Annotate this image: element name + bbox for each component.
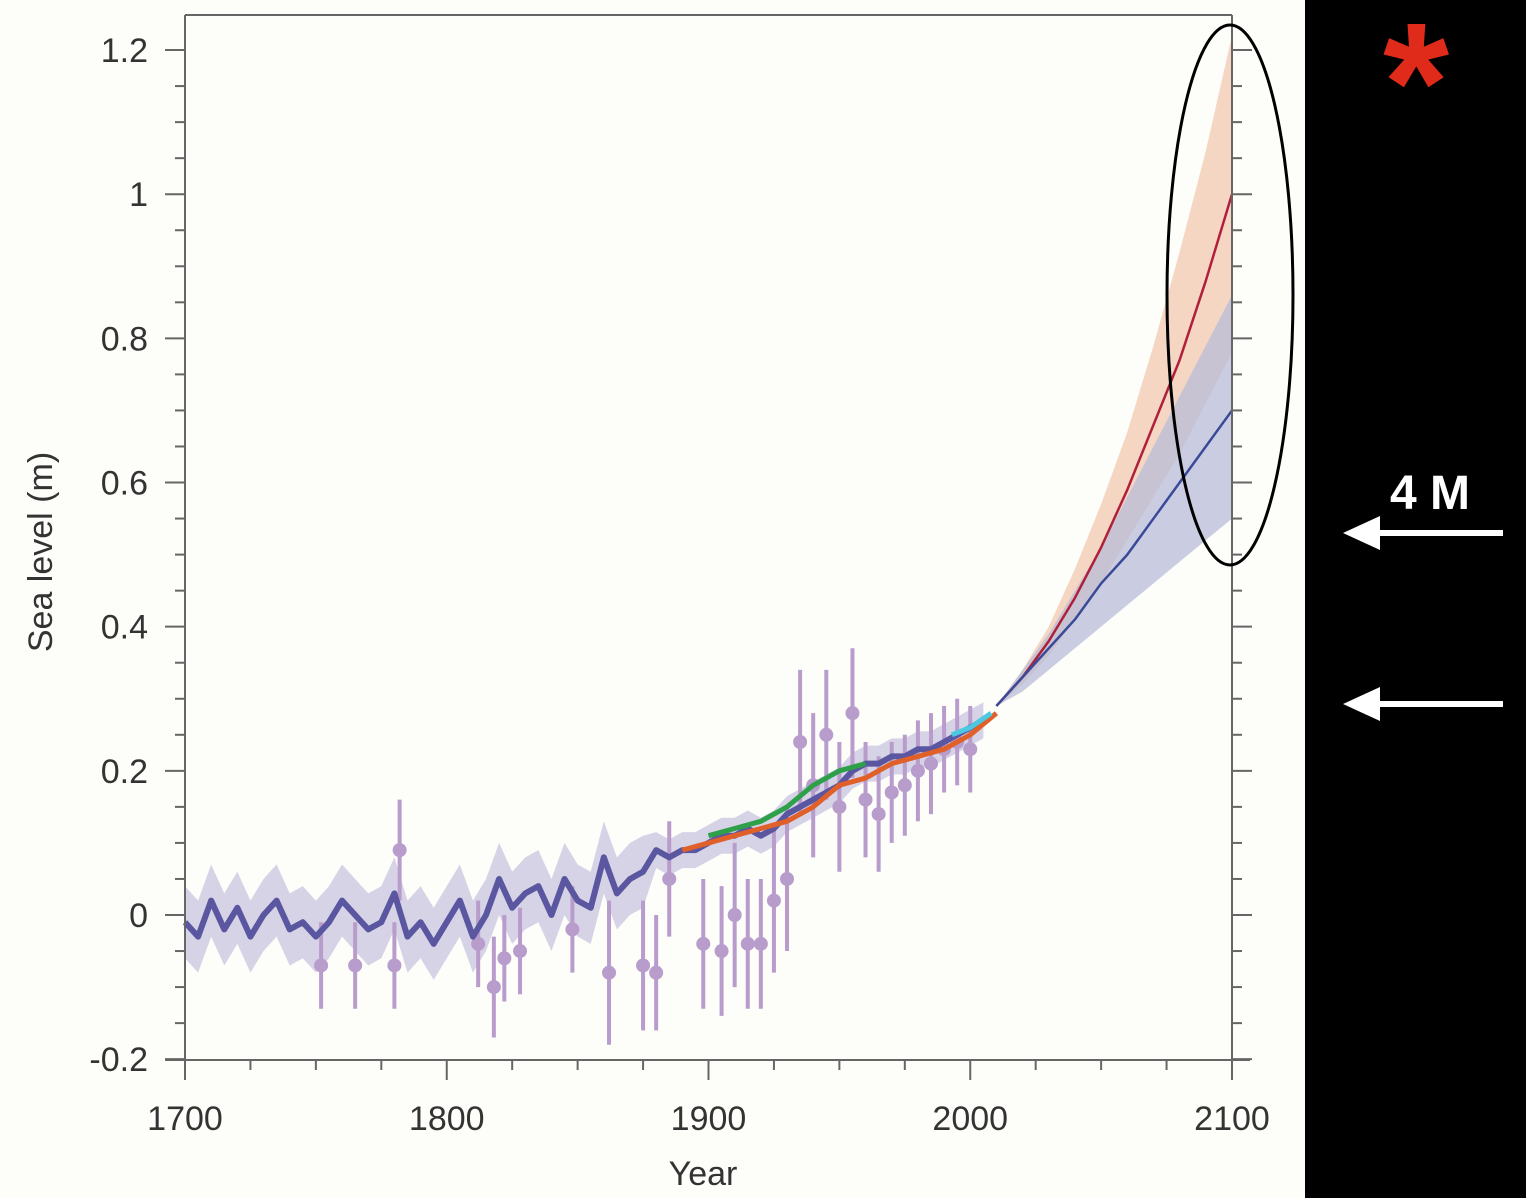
y-tick-label: 0.8 (101, 320, 148, 358)
tide-gauge-point (636, 958, 651, 973)
tide-gauge-point (602, 965, 617, 980)
tide-gauge-point (871, 807, 886, 822)
tide-gauge-point (845, 706, 860, 721)
series-line-1 (707, 761, 867, 839)
red-asterisk: * (1383, 0, 1450, 178)
tide-gauge-point (649, 965, 664, 980)
annotation-panel: * 4 M (1305, 0, 1526, 1198)
tide-gauge-point (897, 778, 912, 793)
uncertainty-bands (185, 35, 1232, 980)
x-axis-title: Year (669, 1155, 738, 1193)
series-line-2 (681, 711, 999, 853)
x-tick-label: 1800 (409, 1100, 485, 1138)
tide-gauge-point (963, 742, 978, 757)
tide-gauge-points (314, 648, 978, 1045)
left-arrow-icon (1343, 687, 1503, 721)
left-arrow-icon (1343, 516, 1503, 550)
tide-gauge-point (910, 763, 925, 778)
tide-gauge-point (714, 944, 729, 959)
y-tick-label: 0.6 (101, 465, 148, 503)
series-line-3 (951, 711, 993, 738)
tide-gauge-point (766, 893, 781, 908)
tide-gauge-point (348, 958, 363, 973)
tide-gauge-point (858, 792, 873, 807)
tide-gauge-point (513, 944, 528, 959)
tide-gauge-point (565, 922, 580, 937)
x-tick-label: 2000 (932, 1100, 1008, 1138)
tide-gauge-point (727, 908, 742, 922)
tide-gauge-point (497, 951, 512, 966)
uncertainty-band-4 (996, 35, 1232, 706)
tide-gauge-point (392, 843, 407, 858)
y-tick-label: 1 (129, 176, 148, 214)
tide-gauge-point (486, 980, 501, 995)
tide-gauge-point (662, 871, 677, 886)
highlight-ellipse (1165, 23, 1295, 567)
tide-gauge-point (387, 958, 402, 973)
x-tick-label: 2100 (1194, 1100, 1270, 1138)
y-tick-label: 1.2 (101, 32, 148, 70)
tide-gauge-point (819, 727, 834, 742)
y-tick-label: 0 (129, 897, 148, 935)
y-tick-label: -0.2 (89, 1041, 148, 1079)
axes: -0.2 0 0.2 0.4 0.6 0.8 1 1.2 1700 1800 1900 2000 210… (89, 14, 1270, 1138)
tide-gauge-point (753, 936, 768, 951)
series-line-4 (995, 193, 1234, 707)
x-tick-label: 1700 (147, 1100, 223, 1138)
tide-gauge-point (314, 958, 329, 973)
tide-gauge-point (780, 871, 795, 886)
y-axis-title: Sea level (m) (22, 452, 60, 652)
series-lines (182, 193, 1234, 947)
arrows (1343, 516, 1503, 721)
tide-gauge-point (793, 735, 808, 750)
tide-gauge-point (740, 936, 755, 951)
tide-gauge-point (832, 799, 847, 814)
arrow-label: 4 M (1390, 467, 1471, 520)
y-tick-label: 0.4 (101, 609, 148, 647)
x-tick-label: 1900 (671, 1100, 747, 1138)
tide-gauge-point (923, 756, 938, 771)
tide-gauge-point (471, 936, 486, 951)
tide-gauge-point (696, 936, 711, 951)
tide-gauge-point (884, 785, 899, 800)
series-line-0 (182, 717, 985, 947)
uncertainty-band-5 (996, 295, 1232, 706)
y-tick-label: 0.2 (101, 753, 148, 791)
series-line-5 (995, 409, 1234, 707)
